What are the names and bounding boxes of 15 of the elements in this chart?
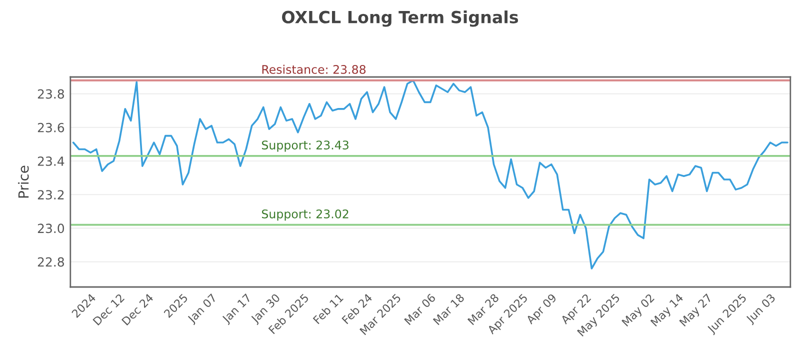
y-axis-title: Price [18, 166, 29, 198]
y-tick-label: 23.4 [38, 156, 64, 166]
ref-line-label: Support: 23.02 [262, 209, 348, 221]
y-tick-label: 23.0 [38, 224, 64, 234]
ref-line-label: Resistance: 23.88 [262, 64, 366, 74]
y-tick-label: 23.8 [38, 89, 64, 99]
line-series [72, 79, 788, 270]
chart-title: OXLCL Long Term Signals [282, 10, 518, 27]
y-tick-label: 23.2 [38, 190, 64, 200]
y-tick-label: 22.8 [38, 257, 64, 267]
y-tick-label: 23.6 [38, 122, 64, 132]
x-tick-label: Jun 03 [745, 293, 778, 326]
x-tick-label: Jan 07 [186, 293, 218, 326]
ref-line-label: Support: 23.43 [262, 140, 348, 152]
x-tick-label: Jan 17 [221, 293, 253, 326]
